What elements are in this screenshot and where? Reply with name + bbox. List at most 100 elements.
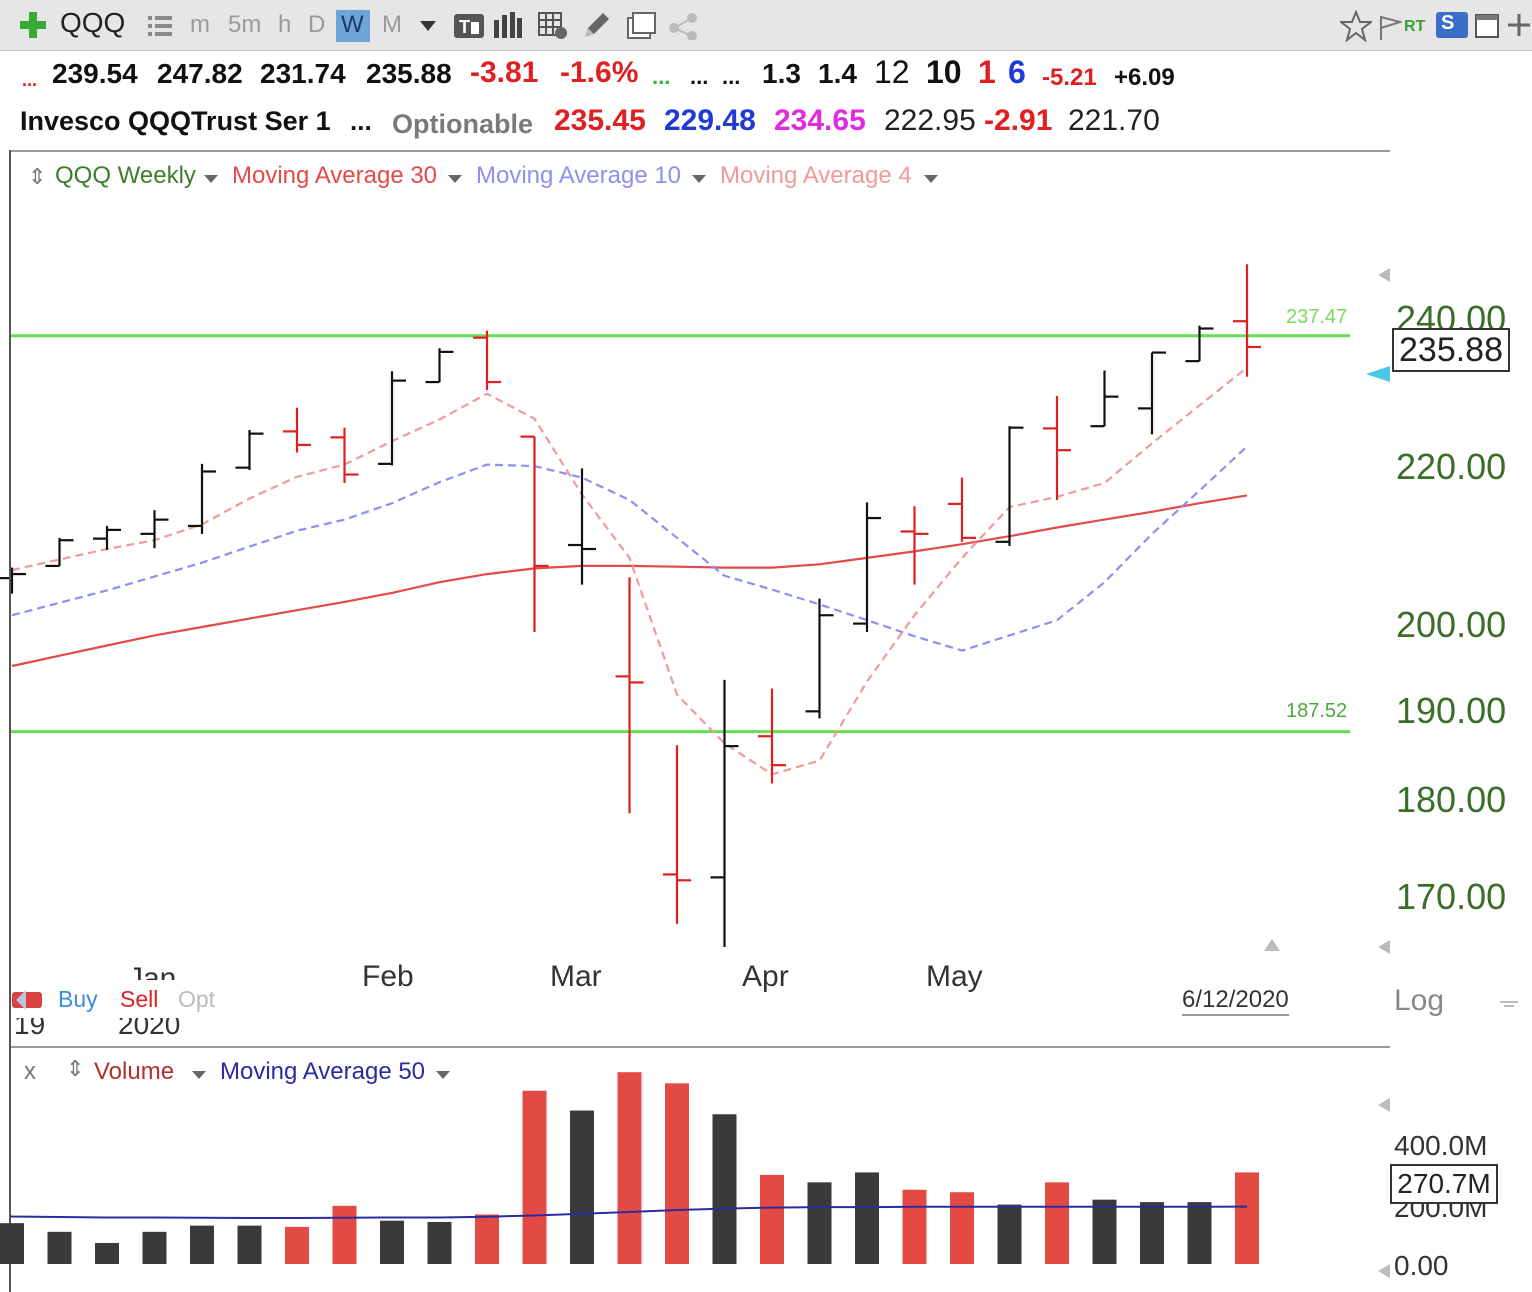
ohlc-bar	[1233, 264, 1261, 377]
volume-scroll-left-bottom-icon[interactable]	[1378, 1264, 1390, 1283]
legend-volume[interactable]: Volume	[94, 1058, 175, 1085]
ohlc-bar	[1185, 325, 1214, 363]
price-chart[interactable]	[0, 0, 1532, 1040]
volume-bar	[1187, 1202, 1212, 1264]
ohlc-bar	[473, 330, 501, 391]
legend-volume-chevron-icon[interactable]	[192, 1068, 206, 1086]
quote2-p5: -2.91	[984, 104, 1053, 137]
ohlc-bar	[568, 468, 596, 585]
opt-button[interactable]: Opt	[178, 986, 216, 1012]
quote-v4: 10	[926, 54, 962, 90]
bar-chart-icon[interactable]	[494, 12, 522, 43]
scroll-left-arrow-bottom-icon[interactable]	[1378, 940, 1390, 959]
interval-5-minute[interactable]: 5m	[228, 11, 262, 38]
volume-bar	[47, 1231, 72, 1264]
ohlc-bar	[1043, 395, 1071, 501]
ma10-line	[11, 445, 1248, 652]
volume-bar	[617, 1072, 642, 1264]
ohlc-bar	[188, 463, 216, 534]
s-icon[interactable]: S	[1436, 12, 1468, 38]
ohlc-bar	[378, 371, 406, 466]
ohlc-bar	[615, 577, 644, 814]
legend-ma10-chevron-icon[interactable]	[692, 172, 706, 190]
interval-week[interactable]	[336, 10, 370, 42]
close-pane-icon[interactable]: x	[24, 1058, 36, 1085]
low-value: 231.74	[260, 58, 346, 89]
log-scale-toggle[interactable]: Log	[1394, 984, 1445, 1017]
layout-icon[interactable]	[626, 12, 656, 45]
quote2-p2: 229.48	[664, 104, 756, 137]
volume-bar	[522, 1090, 547, 1264]
interval-month[interactable]: M	[382, 11, 402, 38]
add-icon[interactable]	[1506, 12, 1532, 43]
alert-flag-icon[interactable]	[1378, 14, 1404, 45]
list-icon[interactable]	[148, 14, 172, 38]
share-icon[interactable]	[668, 12, 702, 45]
open-value: 239.54	[52, 58, 138, 89]
ohlc-bar	[663, 745, 691, 924]
ohlc-bar	[520, 435, 549, 632]
legend-ma4[interactable]: Moving Average 4	[720, 162, 912, 189]
volume-bar	[902, 1189, 927, 1264]
symbol-input[interactable]: QQQ	[60, 7, 126, 38]
interval-day[interactable]: D	[308, 11, 326, 38]
pencil-icon[interactable]	[582, 12, 610, 45]
x-label-may: May	[926, 960, 983, 993]
pane-resize-icon[interactable]: ⇕	[28, 164, 47, 189]
volume-bar	[95, 1242, 119, 1264]
ohlc-bar	[805, 598, 834, 719]
ohlc-bar	[425, 348, 454, 384]
volume-scroll-left-icon[interactable]	[1378, 1098, 1390, 1117]
legend-ma4-chevron-icon[interactable]	[924, 172, 938, 190]
quote-v7: -5.21	[1042, 64, 1097, 91]
ohlc-bar	[283, 407, 311, 453]
volume-bar	[332, 1205, 357, 1264]
ma30-line	[11, 494, 1248, 668]
volume-bar	[665, 1083, 689, 1264]
chevron-down-icon[interactable]	[420, 20, 436, 38]
legend-ma30-chevron-icon[interactable]	[448, 172, 462, 190]
scroll-left-arrow-icon[interactable]	[1378, 268, 1390, 287]
interval-minute[interactable]: m	[190, 11, 210, 38]
volume-bar	[570, 1110, 594, 1264]
trade-icon[interactable]	[12, 986, 44, 1015]
legend-series[interactable]: QQQ Weekly	[55, 162, 196, 189]
legend-ma10[interactable]: Moving Average 10	[476, 162, 682, 189]
ohlc-bar	[853, 502, 881, 632]
volume-resize-icon[interactable]: ⇕	[66, 1056, 85, 1081]
legend-volume-ma[interactable]: Moving Average 50	[220, 1058, 426, 1085]
window-icon[interactable]	[1474, 12, 1502, 45]
rt-icon[interactable]: RT	[1404, 18, 1426, 35]
add-symbol-icon[interactable]	[18, 10, 48, 40]
buy-button[interactable]: Buy	[58, 986, 98, 1012]
legend-series-chevron-icon[interactable]	[204, 172, 218, 190]
optionable-label: Optionable	[392, 109, 533, 139]
text-tool-icon[interactable]: T	[454, 14, 484, 43]
interval-hour[interactable]: h	[278, 11, 292, 38]
volume-bar	[760, 1174, 784, 1264]
change-percent: -1.6%	[560, 56, 639, 89]
volume-bar	[475, 1214, 499, 1264]
scroll-up-arrow-icon[interactable]	[1264, 938, 1280, 956]
ohlc-bar	[995, 426, 1024, 546]
legend-volume-ma-chevron-icon[interactable]	[436, 1068, 450, 1086]
quote2-p3: 234.65	[774, 104, 866, 137]
quote2-p1: 235.45	[554, 104, 646, 137]
legend-ma30[interactable]: Moving Average 30	[232, 162, 438, 189]
pane-menu-icon[interactable]	[1500, 994, 1518, 1012]
year-label-19: 19	[14, 1018, 46, 1036]
date-label[interactable]: 6/12/2020	[1182, 986, 1289, 1016]
high-value: 247.82	[157, 58, 243, 89]
ohlc-bar	[758, 688, 786, 784]
volume-bar	[855, 1172, 879, 1264]
y-tick-220: 220.00	[1396, 446, 1507, 487]
quote-v6: 6	[1008, 54, 1026, 90]
quote2-p4: 222.95	[884, 104, 976, 137]
grid-settings-icon[interactable]	[538, 12, 568, 45]
volume-bar	[285, 1226, 309, 1264]
quote-dots-green: ...	[652, 64, 671, 89]
quote-line-1: ... 239.54 247.82 231.74 235.88 -3.81 -1…	[0, 54, 1532, 94]
sell-button[interactable]: Sell	[120, 986, 159, 1012]
separator	[10, 150, 1390, 152]
star-icon[interactable]	[1338, 9, 1374, 47]
